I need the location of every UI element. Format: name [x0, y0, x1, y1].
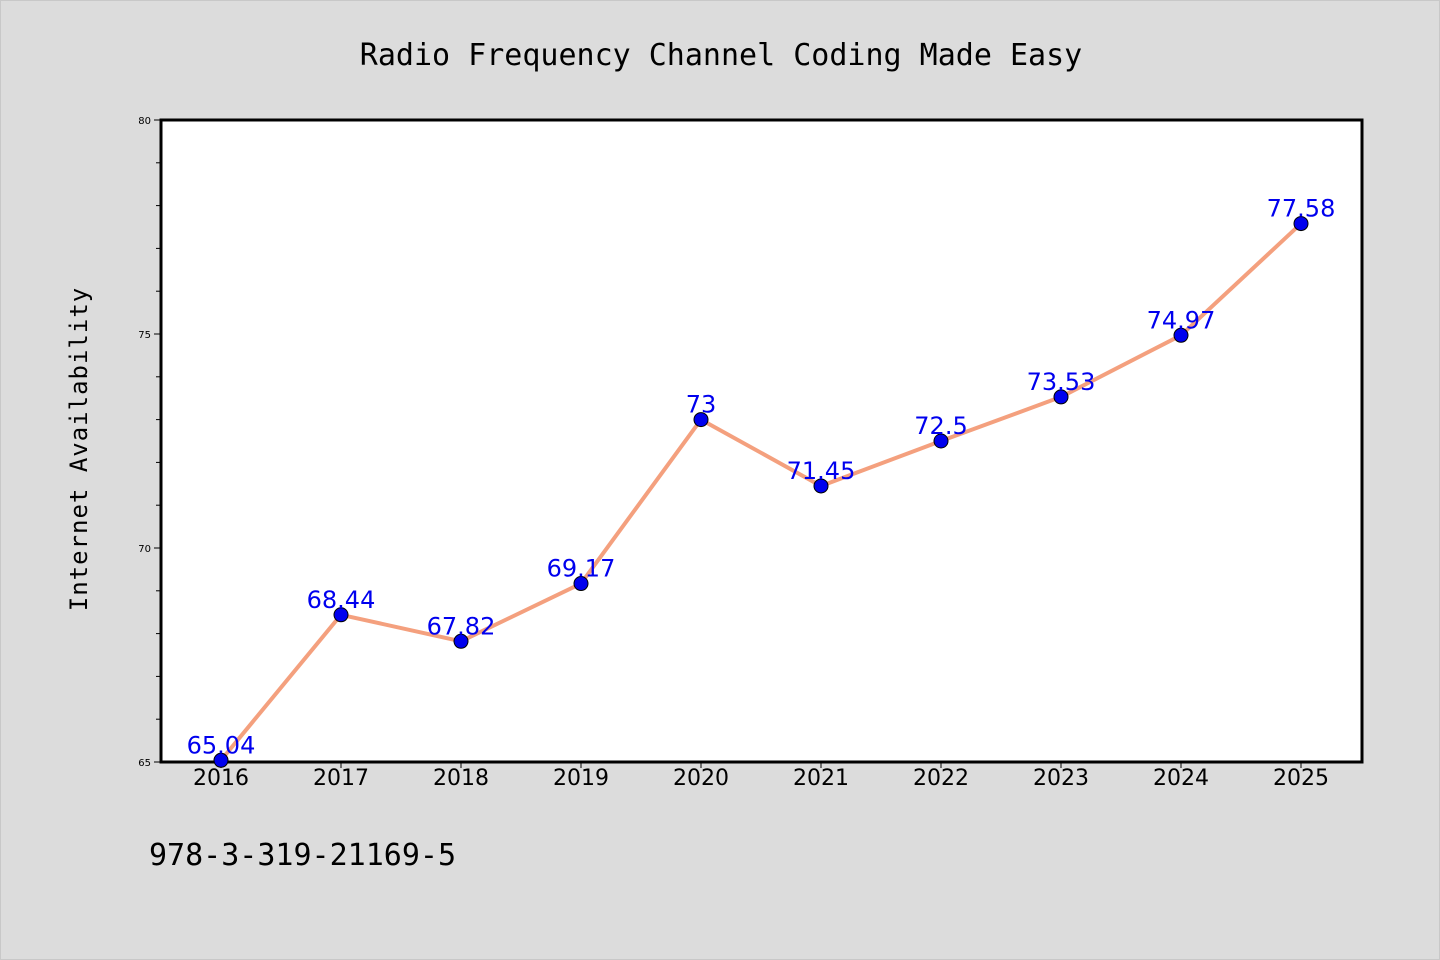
x-tick-label: 2018 [433, 766, 489, 791]
data-label: 65.04 [187, 731, 256, 759]
data-point [1053, 389, 1069, 405]
x-tick-label: 2022 [913, 766, 969, 791]
series-line-group [219, 221, 1303, 763]
y-tick-label: 65 [138, 758, 151, 769]
x-tick-label: 2016 [193, 766, 249, 791]
data-point [693, 412, 709, 428]
data-point [213, 752, 229, 768]
x-tick-label: 2025 [1273, 766, 1329, 791]
chart-title: Radio Frequency Channel Coding Made Easy [360, 38, 1082, 73]
data-label: 74.97 [1147, 306, 1216, 334]
x-tick-label: 2019 [553, 766, 609, 791]
data-point [933, 433, 949, 449]
y-tick-label: 70 [138, 544, 151, 555]
data-labels: 65.04 68.44 67.82 69.17 73 71.45 72.5 73.53 74.9… [187, 195, 1336, 760]
series-line [219, 221, 1303, 763]
data-label: 68.44 [307, 586, 376, 614]
y-axis-ticks: 65 70 75 80 [138, 116, 161, 769]
data-label: 71.45 [787, 457, 856, 485]
data-point [453, 633, 469, 649]
y-tick-label: 75 [138, 330, 151, 341]
x-tick-label: 2024 [1153, 766, 1209, 791]
data-point [573, 576, 589, 592]
data-point [813, 478, 829, 494]
y-axis-label: Internet Availability [65, 287, 93, 611]
plot-area [159, 118, 1364, 764]
x-axis-ticks: 2016 2017 2018 2019 2020 2021 2022 2023 2024 2025 [193, 762, 1329, 791]
data-markers [213, 216, 1309, 768]
x-tick-label: 2020 [673, 766, 729, 791]
data-label: 73 [686, 391, 717, 419]
data-label: 73.53 [1027, 368, 1096, 396]
y-tick-label: 80 [138, 116, 151, 127]
isbn-footer: 978-3-319-21169-5 [149, 838, 456, 873]
x-tick-label: 2023 [1033, 766, 1089, 791]
data-label: 72.5 [914, 412, 967, 440]
data-label: 69.17 [547, 555, 616, 583]
data-label: 77.58 [1267, 195, 1336, 223]
data-point [1293, 216, 1309, 232]
data-point [1173, 327, 1189, 343]
x-tick-label: 2017 [313, 766, 369, 791]
x-tick-label: 2021 [793, 766, 849, 791]
data-point [333, 607, 349, 623]
data-label: 67.82 [427, 612, 496, 640]
